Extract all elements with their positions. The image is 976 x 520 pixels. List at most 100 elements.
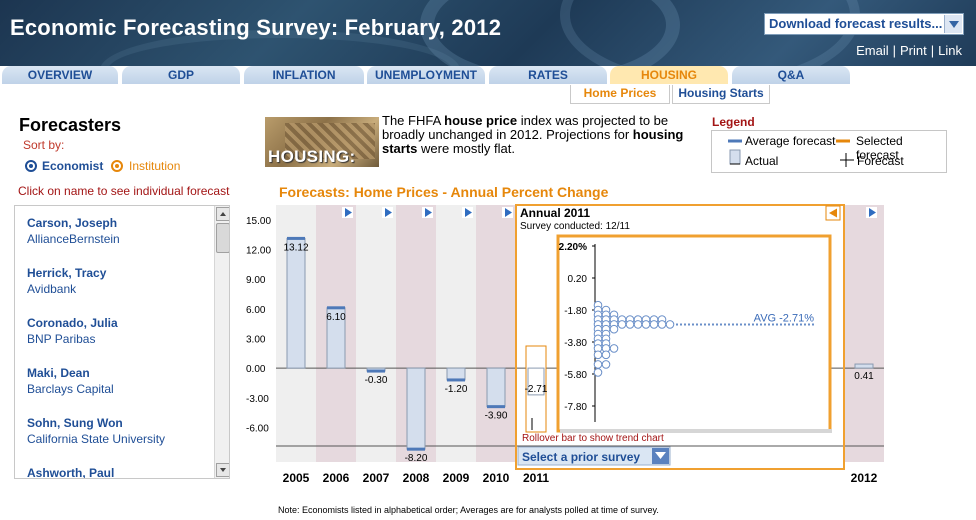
scroll-up-icon[interactable] <box>216 207 229 221</box>
forecast-dot[interactable] <box>601 350 611 360</box>
scroll-thumb[interactable] <box>216 223 229 253</box>
forecaster-name[interactable]: Coronado, Julia <box>27 316 118 330</box>
sort-institution-label[interactable]: Institution <box>129 159 181 173</box>
forecaster-name[interactable]: Herrick, Tracy <box>27 266 107 280</box>
average-label: AVG -2.71% <box>754 313 815 325</box>
collapse-arrow-icon[interactable] <box>829 208 837 218</box>
bar[interactable] <box>406 367 426 450</box>
forecaster-list: Carson, Joseph AllianceBernstein Herrick… <box>14 205 230 479</box>
popup-y-tick-label: -3.80 <box>564 338 587 349</box>
download-results-dropdown[interactable]: Download forecast results... <box>764 13 964 35</box>
scroll-down-icon[interactable] <box>216 463 229 477</box>
prior-survey-select[interactable] <box>517 446 671 466</box>
subtab-housing-starts[interactable]: Housing Starts <box>672 85 770 104</box>
tab-overview[interactable]: OVERVIEW <box>2 66 118 84</box>
average-marker <box>487 405 505 409</box>
list-scrollbar[interactable] <box>214 206 229 478</box>
average-marker <box>407 447 425 451</box>
legend-title: Legend <box>712 115 755 129</box>
average-marker <box>447 378 465 382</box>
footnote: Note: Economists listed in alphabetical … <box>278 505 659 515</box>
tab-housing[interactable]: HOUSING <box>610 66 728 84</box>
legend-actual-label: Actual <box>745 154 779 168</box>
chevron-down-icon[interactable] <box>944 15 962 33</box>
print-link[interactable]: Print <box>900 43 927 58</box>
legend-forecast-label: Forecast <box>857 154 904 168</box>
play-arrow-icon[interactable] <box>505 208 512 217</box>
sort-institution-radio[interactable] <box>111 160 123 172</box>
chevron-down-icon[interactable] <box>655 452 666 459</box>
link-link[interactable]: Link <box>938 43 962 58</box>
sort-economist-radio[interactable] <box>25 160 37 172</box>
play-arrow-icon[interactable] <box>869 208 876 217</box>
x-tick-label: 2005 <box>283 471 310 485</box>
download-results-label: Download forecast results... <box>769 16 943 31</box>
play-arrow-icon[interactable] <box>345 208 352 217</box>
data-label: -2.71 <box>525 384 548 395</box>
forecasters-heading: Forecasters <box>19 115 122 135</box>
forecast-dot[interactable] <box>665 320 675 329</box>
bar[interactable] <box>527 367 545 396</box>
data-label: -1.20 <box>445 384 468 395</box>
data-label: 0.41 <box>854 371 874 382</box>
email-link[interactable]: Email <box>856 43 889 58</box>
tab-gdp[interactable]: GDP <box>122 66 240 84</box>
bar[interactable] <box>446 367 466 381</box>
intro-text-part: index was projected to be broadly unchan… <box>382 113 669 142</box>
forecast-dot[interactable] <box>609 324 619 334</box>
bar[interactable] <box>286 237 306 369</box>
forecaster-name[interactable]: Sohn, Sung Won <box>27 416 123 430</box>
forecast-dot[interactable] <box>617 320 627 329</box>
forecast-dot[interactable] <box>625 320 635 329</box>
tab-qa[interactable]: Q&A <box>732 66 850 84</box>
list-item[interactable]: Carson, Joseph AllianceBernstein <box>27 216 120 246</box>
intro-bold-house-price: house price <box>444 113 518 128</box>
forecaster-institution: California State University <box>27 432 166 446</box>
forecaster-name[interactable]: Ashworth, Paul <box>27 466 115 479</box>
list-item[interactable]: Sohn, Sung Won California State Universi… <box>27 416 165 446</box>
x-tick-label: 2008 <box>403 471 430 485</box>
list-item[interactable]: Coronado, Julia BNP Paribas <box>27 316 118 346</box>
play-arrow-icon[interactable] <box>385 208 392 217</box>
data-label: -3.90 <box>485 411 508 422</box>
intro-text-part: The FHFA <box>382 113 445 128</box>
forecast-dot[interactable] <box>593 360 603 369</box>
forecast-dot[interactable] <box>593 350 603 360</box>
x-tick-label: 2010 <box>483 471 510 485</box>
forecaster-name[interactable]: Carson, Joseph <box>27 216 118 230</box>
popup-y-tick-label: -5.80 <box>564 370 587 381</box>
forecast-dot[interactable] <box>609 344 619 353</box>
average-marker <box>287 236 305 240</box>
play-arrow-icon[interactable] <box>425 208 432 217</box>
forecast-dot[interactable] <box>649 320 659 329</box>
play-arrow-icon[interactable] <box>465 208 472 217</box>
tab-unemployment[interactable]: UNEMPLOYMENT <box>367 66 485 84</box>
subtab-home-prices[interactable]: Home Prices <box>570 85 670 104</box>
data-label: 6.10 <box>326 312 346 323</box>
chart-title: Forecasts: Home Prices - Annual Percent … <box>279 184 609 200</box>
data-label: -0.30 <box>365 375 388 386</box>
bar[interactable] <box>854 363 874 369</box>
popup-y-tick-label: 2.20% <box>559 242 587 253</box>
forecaster-institution: Avidbank <box>27 282 77 296</box>
list-item[interactable]: Herrick, Tracy Avidbank <box>27 266 106 296</box>
average-marker <box>327 306 345 310</box>
legend: Average forecast Selected forecast Actua… <box>711 130 947 173</box>
sort-economist-label[interactable]: Economist <box>42 159 104 173</box>
forecast-dot[interactable] <box>633 320 643 329</box>
forecast-dot[interactable] <box>641 320 651 329</box>
list-item[interactable]: Ashworth, Paul <box>27 466 115 479</box>
forecast-dot[interactable] <box>601 360 611 369</box>
forecaster-name[interactable]: Maki, Dean <box>27 366 90 380</box>
tab-inflation[interactable]: INFLATION <box>244 66 364 84</box>
x-tick-label: 2011 <box>523 471 549 485</box>
list-item[interactable]: Maki, Dean Barclays Capital <box>27 366 114 396</box>
prior-survey-label[interactable]: Select a prior survey <box>522 450 640 464</box>
housing-image-label: HOUSING: <box>268 147 356 166</box>
bar[interactable] <box>486 367 506 408</box>
forecast-dot[interactable] <box>593 368 603 377</box>
legend-average-label: Average forecast <box>745 134 836 148</box>
forecast-dot[interactable] <box>657 320 667 329</box>
tab-rates[interactable]: RATES <box>489 66 607 84</box>
